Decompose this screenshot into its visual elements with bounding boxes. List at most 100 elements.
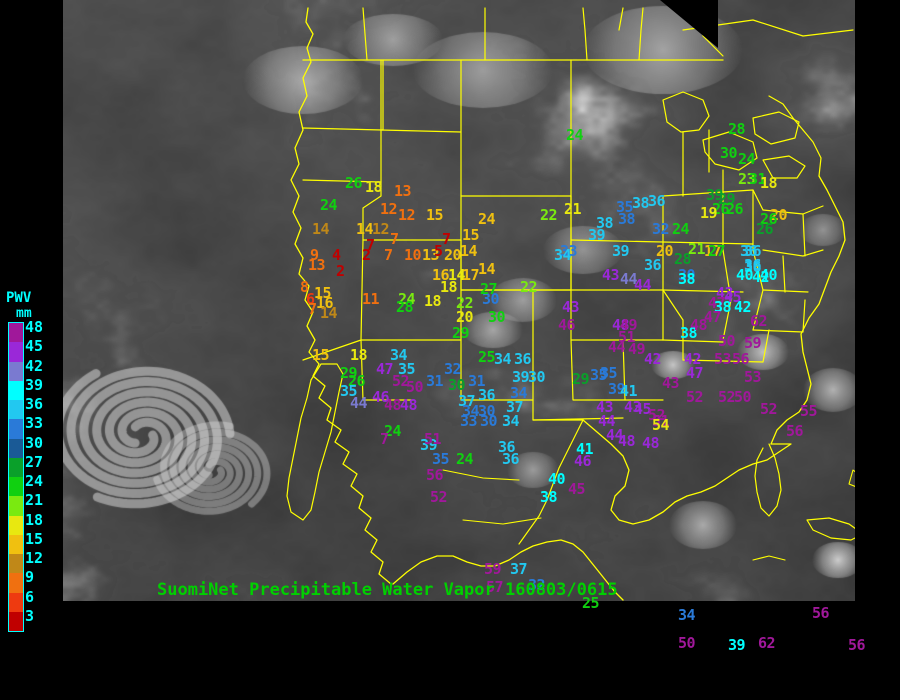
colorbar-segment — [9, 534, 23, 554]
pwv-value: 49 — [620, 316, 638, 334]
colorbar-segment — [9, 380, 23, 400]
pwv-value: 15 — [314, 284, 332, 302]
pwv-value: 15 — [312, 346, 330, 364]
pwv-value: 56 — [426, 466, 444, 484]
image-corner-notch — [660, 0, 718, 48]
pwv-value: 35 — [340, 382, 358, 400]
pwv-value: 21 — [688, 240, 706, 258]
pwv-value: 36 — [498, 438, 516, 456]
pwv-value: 42 — [684, 350, 702, 368]
pwv-value: 36 — [644, 256, 662, 274]
pwv-value: 28 — [728, 120, 746, 138]
pwv-value: 62 — [758, 634, 776, 652]
pwv-value: 20 — [456, 308, 474, 326]
pwv-value: 18 — [760, 174, 778, 192]
pwv-value: 34 — [462, 402, 480, 420]
pwv-value: 29 — [340, 364, 358, 382]
pwv-value: 19 — [700, 204, 718, 222]
pwv-value: 40 — [736, 266, 754, 284]
geopolitical-boundaries — [286, 7, 855, 601]
pwv-value: 44 — [620, 270, 638, 288]
pwv-value: 9 — [310, 246, 319, 264]
pwv-value: 39 — [706, 186, 724, 204]
pwv-value: 36 — [740, 242, 758, 260]
pwv-value: 12 — [398, 206, 416, 224]
pwv-value: 16 — [316, 294, 334, 312]
pwv-value: 34 — [390, 346, 408, 364]
pwv-value: 30 — [482, 290, 500, 308]
pwv-value: 15 — [426, 206, 444, 224]
pwv-value: 52 — [718, 388, 736, 406]
pwv-value: 47 — [708, 294, 726, 312]
pwv-value: 14 — [356, 220, 374, 238]
colorbar-tick-label: 15 — [25, 529, 44, 548]
pwv-value: 28 — [396, 298, 414, 316]
pwv-value: 36 — [744, 256, 762, 274]
colorbar-tick-label: 33 — [25, 414, 44, 433]
pwv-value: 54 — [652, 416, 670, 434]
pwv-value: 55 — [800, 402, 818, 420]
pwv-value: 18 — [350, 346, 368, 364]
colorbar-segment — [9, 419, 23, 439]
pwv-value: 42 — [644, 350, 662, 368]
pwv-value: 24 — [478, 210, 496, 228]
pwv-value: 51 — [424, 430, 442, 448]
pwv-value: 25 — [478, 348, 496, 366]
pwv-value: 2 — [336, 262, 345, 280]
pwv-value: 30 — [720, 144, 738, 162]
pwv-value: 35 — [432, 450, 450, 468]
pwv-value: 38 — [618, 210, 636, 228]
pwv-value: 24 — [384, 422, 402, 440]
pwv-value: 18 — [440, 278, 458, 296]
pwv-value: 48 — [612, 316, 630, 334]
pwv-value: 43 — [562, 298, 580, 316]
pwv-value: 31 — [468, 372, 486, 390]
pwv-value: 52 — [392, 372, 410, 390]
pwv-value: 24 — [398, 290, 416, 308]
pwv-value: 26 — [760, 210, 778, 228]
pwv-value: 56 — [848, 636, 866, 654]
colorbar-tick-label: 39 — [25, 375, 44, 394]
pwv-value: 26 — [348, 372, 366, 390]
colorbar-segment — [9, 496, 23, 516]
pwv-value: 17 — [462, 266, 480, 284]
pwv-value: 5 — [434, 242, 443, 260]
colorbar-tick-label: 30 — [25, 433, 44, 452]
pwv-value: 44 — [606, 426, 624, 444]
pwv-value: 18 — [424, 292, 442, 310]
pwv-value: 26 — [756, 220, 774, 238]
pwv-value: 59 — [744, 334, 762, 352]
colorbar-segment — [9, 515, 23, 535]
colorbar-segment — [9, 323, 23, 343]
pwv-value: 24 — [738, 150, 756, 168]
pwv-value: 43 — [602, 266, 620, 284]
pwv-value: 36 — [648, 192, 666, 210]
pwv-value: 7 — [442, 230, 451, 248]
pwv-value: 41 — [620, 382, 638, 400]
pwv-value: 14 — [448, 266, 466, 284]
pwv-value: 22 — [520, 278, 538, 296]
colorbar-tick-label: 42 — [25, 356, 44, 375]
pwv-value: 10 — [404, 246, 422, 264]
pwv-value: 48 — [642, 434, 660, 452]
pwv-value: 44 — [350, 394, 368, 412]
pwv-value: 32 — [652, 220, 670, 238]
pwv-value: 45 — [634, 400, 652, 418]
pwv-value: 34 — [510, 384, 528, 402]
pwv-value: 34 — [678, 606, 696, 624]
pwv-value: 21 — [564, 200, 582, 218]
pwv-value: 40 — [760, 266, 778, 284]
pwv-value: 38 — [714, 298, 732, 316]
pwv-value: 37 — [510, 560, 528, 578]
colorbar-gradient — [8, 322, 24, 632]
colorbar-segment — [9, 361, 23, 381]
pwv-value: 4 — [332, 246, 341, 264]
pwv-value: 39 — [420, 436, 438, 454]
pwv-value: 34 — [502, 412, 520, 430]
satellite-map[interactable] — [63, 0, 855, 601]
pwv-value: 30 — [678, 266, 696, 284]
pwv-value: 7 — [384, 246, 393, 264]
pwv-value: 16 — [432, 266, 450, 284]
pwv-value: 56 — [812, 604, 830, 622]
